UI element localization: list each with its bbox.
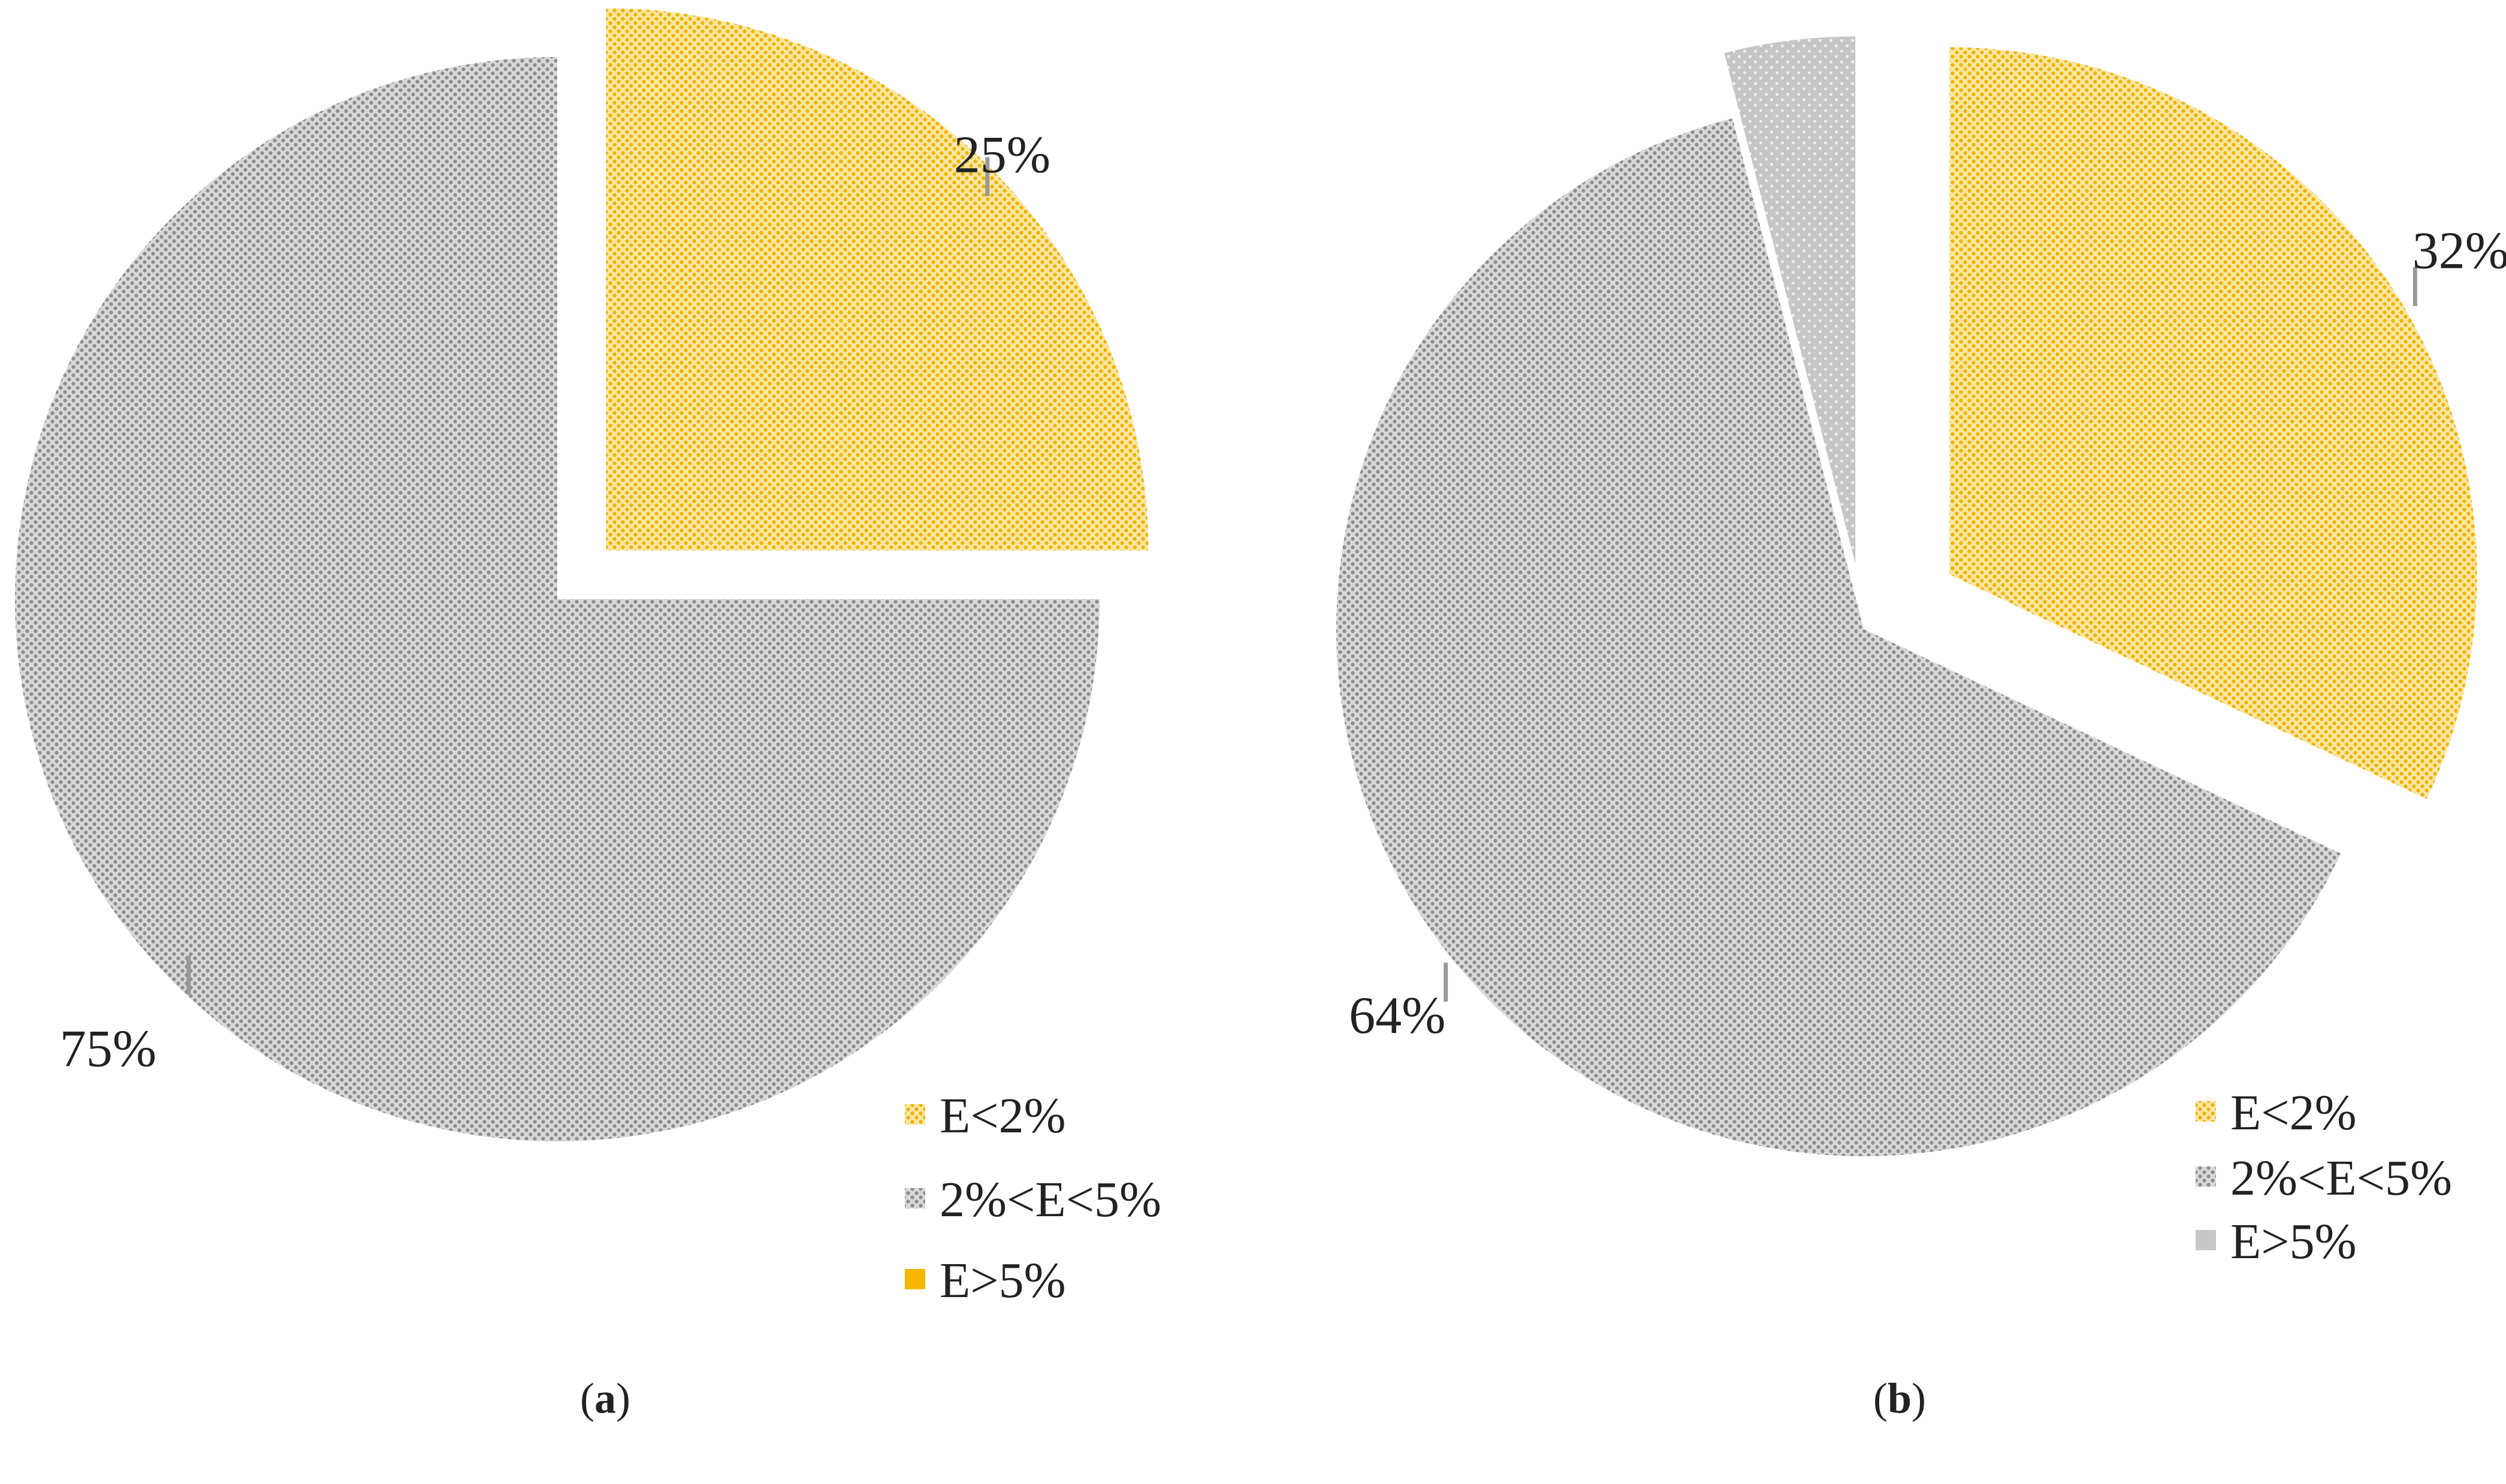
caption-b: (b) <box>1873 1374 1926 1422</box>
legend-swatch-a-2 <box>905 1269 925 1289</box>
legend-label-b-1: 2%<E<5% <box>2230 1150 2452 1206</box>
pie-a-data-label-2-e-5: 75% <box>60 1020 156 1078</box>
pie-a-legend-item-2-e-5: 2%<E<5% <box>905 1172 1161 1228</box>
pie-a-slice-e-lt-2 <box>606 8 1149 551</box>
pie-b-data-label-e-lt-2: 32% <box>2413 222 2506 280</box>
pie-b-slice-e-gt-5 <box>1724 36 1856 564</box>
pie-b-legend-item-e-lt-2: E<2% <box>2196 1085 2357 1141</box>
legend-label-b-2: E>5% <box>2230 1214 2357 1270</box>
pie-chart-a: 25% 75% E<2% 2%<E<5% E>5% (a) <box>15 8 1161 1422</box>
pie-a-slice-2-e-5 <box>15 57 1100 1141</box>
legend-label-a-0: E<2% <box>940 1088 1066 1144</box>
pie-b-slice-e-lt-2 <box>1949 47 2477 799</box>
pie-a-data-label-e-lt-2: 25% <box>954 126 1050 185</box>
pie-b-data-label-2-e-5: 64% <box>1349 987 1445 1045</box>
legend-swatch-b-0 <box>2196 1101 2216 1122</box>
pie-a-legend: E<2% 2%<E<5% E>5% <box>905 1088 1161 1308</box>
legend-swatch-a-0 <box>905 1104 925 1125</box>
pie-a-legend-item-e-gt-5: E>5% <box>905 1253 1066 1308</box>
caption-a: (a) <box>580 1374 630 1422</box>
pie-chart-b: 32% 64% 4% E<2% 2%<E<5% E>5% (b) <box>1336 36 2506 1422</box>
pie-b-legend: E<2% 2%<E<5% E>5% <box>2196 1085 2452 1270</box>
legend-label-b-0: E<2% <box>2230 1085 2357 1141</box>
pie-b-slice-2-e-5 <box>1336 118 2341 1156</box>
pie-a-legend-item-e-lt-2: E<2% <box>905 1088 1066 1144</box>
legend-swatch-b-2 <box>2196 1230 2216 1250</box>
legend-swatch-b-1 <box>2196 1166 2216 1187</box>
legend-label-a-1: 2%<E<5% <box>940 1172 1161 1228</box>
pie-b-legend-item-e-gt-5: E>5% <box>2196 1214 2357 1270</box>
legend-swatch-a-1 <box>905 1188 925 1208</box>
legend-label-a-2: E>5% <box>940 1253 1066 1308</box>
pie-b-legend-item-2-e-5: 2%<E<5% <box>2196 1150 2452 1206</box>
